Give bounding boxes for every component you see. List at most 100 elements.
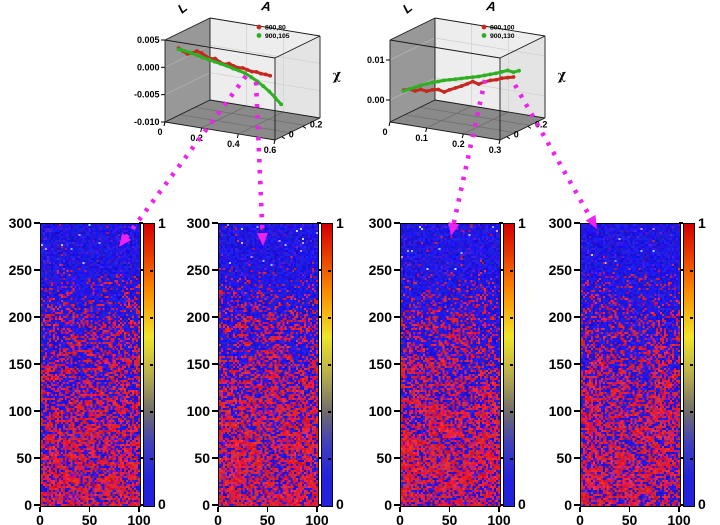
x-tick-mark <box>628 507 631 512</box>
x-tick-mark <box>399 507 401 512</box>
series-marker <box>476 82 481 86</box>
heatmap-plot-area <box>400 223 501 507</box>
series-marker <box>218 61 223 66</box>
y-tick-label: 0 <box>564 497 572 513</box>
y-tick-mark-right <box>679 410 683 412</box>
series-marker <box>249 75 253 79</box>
y-tick-mark <box>34 363 40 365</box>
series-marker <box>430 87 435 92</box>
bottom-axis-tick <box>273 139 276 145</box>
y-tick-label: 200 <box>548 309 572 325</box>
heatmap-canvas <box>401 224 500 506</box>
y-tick-label: 150 <box>548 356 572 372</box>
bottom-axis-tick <box>461 133 464 139</box>
bottom-axis-tick-label: 0.4 <box>227 139 240 149</box>
series-marker <box>249 69 254 74</box>
y-tick-mark-right <box>139 504 143 506</box>
y-tick-label: 0 <box>384 497 392 513</box>
y-tick-mark <box>34 410 40 412</box>
colorbar-tick <box>690 270 693 272</box>
colorbar-min-label: 0 <box>336 496 344 512</box>
colorbar-tick <box>150 364 153 366</box>
series-marker <box>494 71 498 76</box>
y-tick-mark-right <box>499 504 503 506</box>
box-edge <box>274 117 321 141</box>
y-tick-label: 50 <box>194 450 210 466</box>
vertical-axis-tick-label: 0.01 <box>367 55 385 65</box>
series-marker <box>245 67 250 72</box>
colorbar-tick <box>328 458 331 460</box>
y-tick-label: 150 <box>8 356 32 372</box>
y-tick-label: 250 <box>548 262 572 278</box>
y-tick-mark-right <box>317 410 321 412</box>
bottom-axis-tick <box>498 139 501 145</box>
y-tick-mark <box>394 457 400 459</box>
depth-axis-tick <box>281 136 286 140</box>
bottom-axis-tick <box>236 133 239 139</box>
y-tick-label: 250 <box>368 262 392 278</box>
legend-marker <box>256 24 262 30</box>
series-marker <box>447 77 452 82</box>
series-marker <box>225 64 229 68</box>
box-left-wall <box>390 18 435 122</box>
box-edge <box>389 17 436 41</box>
colorbar-tick <box>150 411 153 413</box>
bottom-axis-tick <box>425 127 428 133</box>
y-tick-mark-right <box>317 222 321 224</box>
y-tick-mark <box>34 457 40 459</box>
depth-axis-tick-label: 0.2 <box>535 119 548 129</box>
y-tick-mark <box>574 504 580 506</box>
y-tick-mark-right <box>317 504 321 506</box>
y-tick-mark <box>212 457 218 459</box>
y-tick-label: 300 <box>8 215 32 231</box>
y-tick-mark <box>394 410 400 412</box>
colorbar-max-label: 1 <box>518 215 526 231</box>
series-marker <box>488 72 492 77</box>
x-tick-label: 0 <box>396 512 404 525</box>
legend-marker <box>256 33 262 38</box>
series-marker <box>200 55 205 60</box>
y-tick-mark-right <box>317 269 321 271</box>
colorbar-min-label: 0 <box>698 496 706 512</box>
y-tick-mark-right <box>317 363 321 365</box>
y-tick-label: 100 <box>368 403 392 419</box>
series-marker <box>407 87 412 92</box>
grid-line <box>164 45 211 68</box>
legend-marker <box>481 24 487 30</box>
series-marker <box>188 50 193 55</box>
series-marker <box>436 87 441 92</box>
y-tick-mark-right <box>499 222 503 224</box>
y-tick-mark-right <box>317 316 321 318</box>
y-tick-mark <box>394 222 400 224</box>
y-tick-label: 250 <box>186 262 210 278</box>
series-marker <box>482 79 487 84</box>
box-edge <box>499 35 546 59</box>
box-edge <box>164 17 211 41</box>
legend-marker <box>481 33 487 38</box>
y-tick-mark <box>212 504 218 506</box>
y-tick-mark-right <box>679 363 683 365</box>
y-tick-mark-right <box>139 363 143 365</box>
series-marker <box>499 69 504 74</box>
y-tick-mark-right <box>317 457 321 459</box>
bottom-axis-tick-label: 0.1 <box>415 133 428 143</box>
x-tick-label: 50 <box>259 512 276 525</box>
x-tick-label: 0 <box>576 512 584 525</box>
series-marker <box>459 84 464 88</box>
x-tick-mark <box>88 507 91 512</box>
y-tick-mark <box>574 457 580 459</box>
vertical-axis-tick-label: 0.000 <box>137 62 160 72</box>
x-tick-label: 50 <box>441 512 458 525</box>
series-marker <box>254 69 259 74</box>
bottom-axis-tick <box>163 121 166 127</box>
grid-line <box>209 44 321 64</box>
series-marker <box>499 76 504 81</box>
colorbar-tick <box>690 317 693 319</box>
x-tick-mark <box>579 507 581 512</box>
y-tick-label: 300 <box>548 215 572 231</box>
y-tick-mark-right <box>139 316 143 318</box>
colorbar-tick <box>690 364 693 366</box>
vertical-axis-tick-label: -0.010 <box>134 117 160 127</box>
colorbar <box>321 223 333 507</box>
y-tick-label: 200 <box>186 309 210 325</box>
